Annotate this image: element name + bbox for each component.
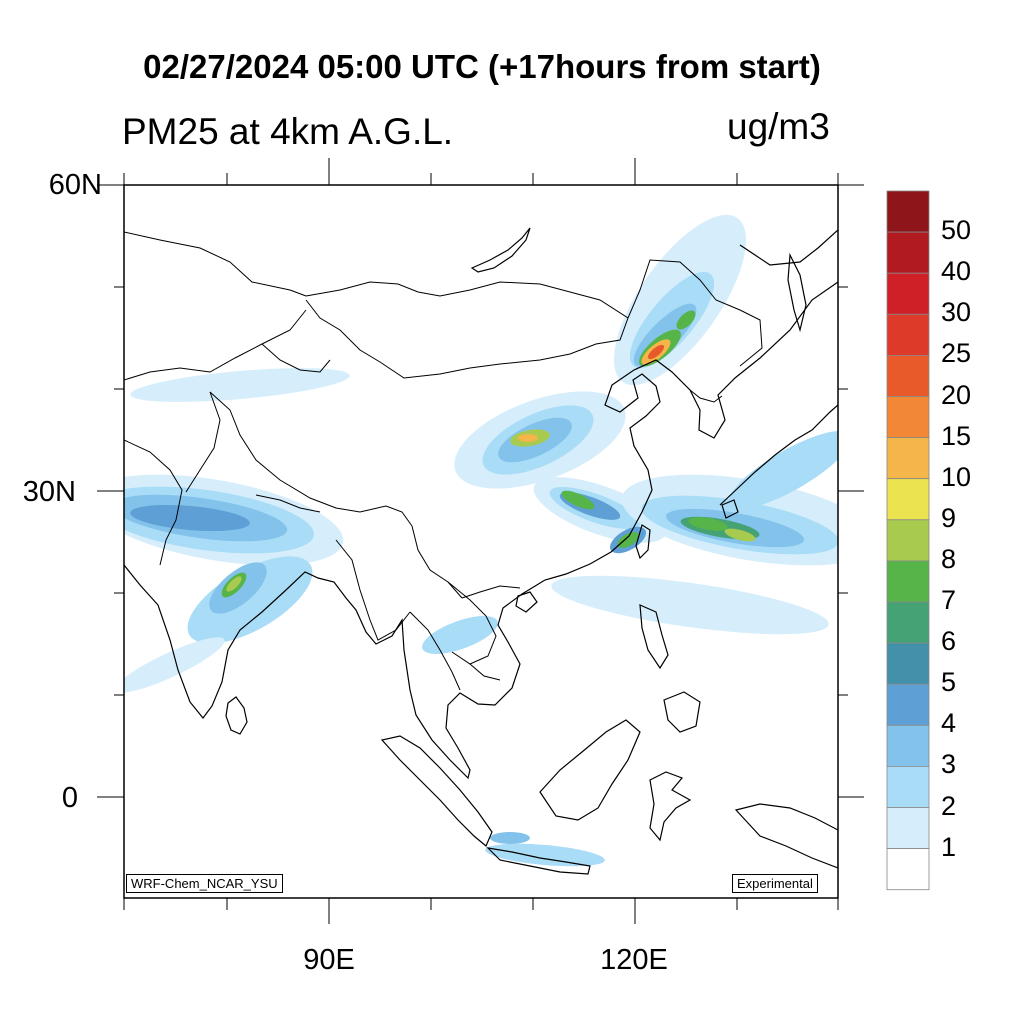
- colorbar-swatch: [887, 561, 929, 602]
- colorbar-label: 30: [941, 297, 971, 328]
- colorbar-swatch: [887, 479, 929, 520]
- colorbar: [887, 191, 929, 890]
- lon-label-90e: 90E: [279, 944, 379, 977]
- colorbar-label: 8: [941, 544, 956, 575]
- model-tag: WRF-Chem_NCAR_YSU: [126, 874, 283, 893]
- colorbar-label: 2: [941, 791, 956, 822]
- lon-label-120e: 120E: [584, 944, 684, 977]
- lat-label-30n: 30N: [0, 476, 76, 509]
- colorbar-label: 6: [941, 626, 956, 657]
- colorbar-swatch: [887, 355, 929, 396]
- colorbar-label: 4: [941, 708, 956, 739]
- map-area: [80, 185, 885, 898]
- colorbar-swatch: [887, 725, 929, 766]
- colorbar-label: 3: [941, 749, 956, 780]
- lat-label-60n: 60N: [22, 169, 102, 202]
- colorbar-label: 1: [941, 832, 956, 863]
- colorbar-label: 50: [941, 215, 971, 246]
- lat-label-equator: 0: [0, 782, 78, 815]
- colorbar-swatch: [887, 808, 929, 849]
- colorbar-swatch: [887, 684, 929, 725]
- colorbar-label: 5: [941, 667, 956, 698]
- colorbar-swatch: [887, 602, 929, 643]
- colorbar-label: 40: [941, 256, 971, 287]
- colorbar-swatch: [887, 273, 929, 314]
- colorbar-swatch: [887, 849, 929, 890]
- colorbar-swatch: [887, 191, 929, 232]
- colorbar-swatch: [887, 643, 929, 684]
- colorbar-label: 10: [941, 462, 971, 493]
- colorbar-label: 9: [941, 503, 956, 534]
- colorbar-label: 7: [941, 585, 956, 616]
- status-tag: Experimental: [732, 874, 818, 893]
- colorbar-label: 20: [941, 380, 971, 411]
- plume-north-china: [518, 434, 538, 442]
- colorbar-swatch: [887, 766, 929, 807]
- colorbar-swatch: [887, 232, 929, 273]
- colorbar-swatch: [887, 314, 929, 355]
- colorbar-swatch: [887, 438, 929, 479]
- colorbar-swatch: [887, 397, 929, 438]
- plume-java: [490, 832, 530, 844]
- colorbar-label: 25: [941, 338, 971, 369]
- colorbar-label: 15: [941, 421, 971, 452]
- colorbar-swatch: [887, 520, 929, 561]
